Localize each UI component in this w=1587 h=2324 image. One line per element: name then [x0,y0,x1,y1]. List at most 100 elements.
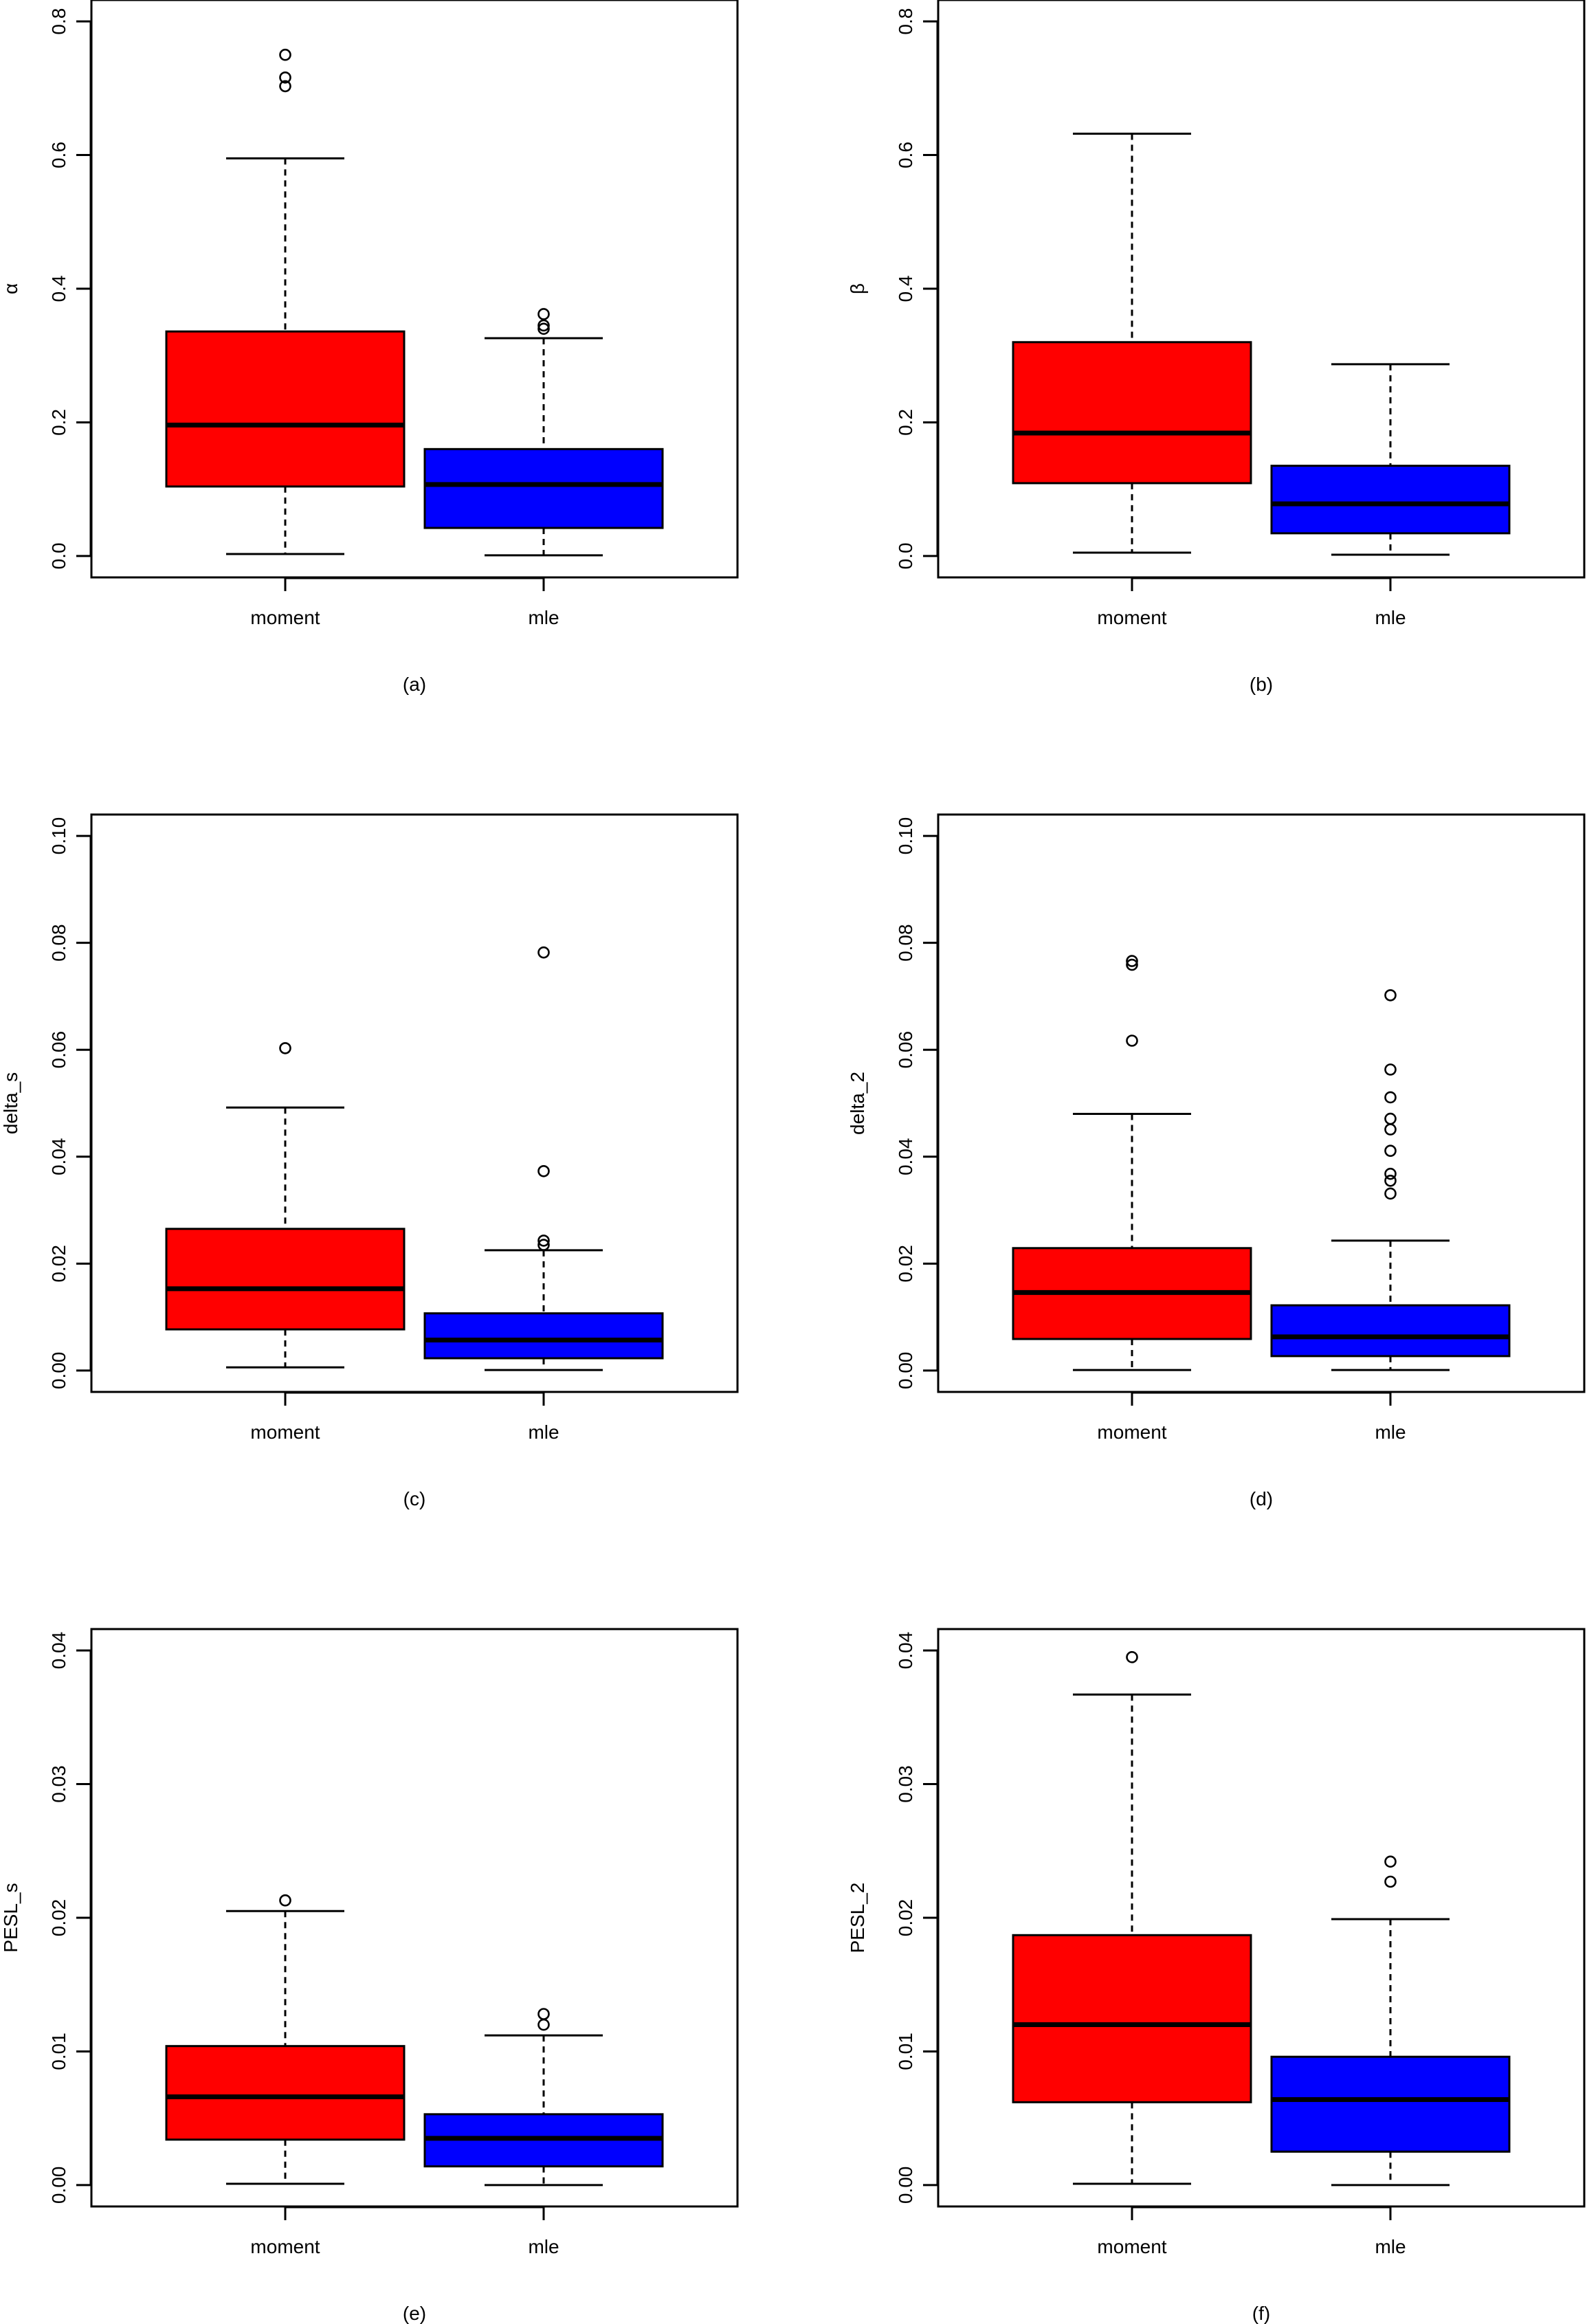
boxplot-panel-b: 0.0 0.2 0.4 0.6 0.8 β moment mle (b) [847,0,1586,695]
panel-caption: (f) [1252,2303,1270,2324]
x-tick-label: moment [1097,607,1166,628]
x-tick-label: moment [1097,2236,1166,2257]
y-tick-label: 0.02 [48,1245,69,1283]
mle-box-group: mle [423,308,664,628]
mle-box-group: mle [423,2008,664,2257]
outlier-point [537,319,550,332]
x-tick-label: mle [1375,2236,1406,2257]
y-tick-label: 0.08 [895,924,916,962]
outlier-point [537,322,550,335]
y-tick-label: 0.4 [48,276,69,302]
outlier-point [537,1239,550,1251]
y-axis-label: PESL_s [0,1883,21,1952]
outlier-point [537,1235,550,1247]
mle-iqr-box [1270,1304,1511,1358]
outlier-point [1384,1144,1397,1158]
y-tick-label: 0.01 [895,2033,916,2070]
outlier-point [279,48,291,61]
moment-box-group: moment [1012,1651,1252,2257]
panel-caption: (e) [403,2303,426,2324]
y-axis-label: delta_2 [847,1072,868,1135]
boxplot-panel-a: 0.0 0.2 0.4 0.6 0.8 α moment mle (a) [0,0,739,695]
moment-iqr-box [1012,341,1252,485]
x-tick-label: moment [250,1421,320,1443]
y-tick-label: 0.0 [48,542,69,569]
y-tick-label: 0.06 [48,1031,69,1069]
mle-box-group: mle [1270,1855,1511,2257]
y-tick-label: 0.02 [895,1245,916,1283]
x-tick-label: moment [1097,1421,1166,1443]
y-axis-label: β [847,283,868,294]
moment-iqr-box [165,2045,406,2141]
outlier-point [1384,1875,1397,1888]
y-tick-label: 0.6 [48,142,69,168]
x-tick-label: mle [528,1421,559,1443]
outlier-point [537,946,550,959]
x-tick-label: moment [250,2236,320,2257]
y-tick-label: 0.2 [895,409,916,436]
y-tick-label: 0.2 [48,409,69,436]
x-tick-label: mle [1375,1421,1406,1443]
panel-caption: (a) [403,674,426,695]
mle-box-group: mle [1270,363,1511,628]
y-tick-label: 0.03 [895,1765,916,1803]
moment-iqr-box [165,1228,406,1331]
mle-iqr-box [423,1312,664,1360]
x-tick-label: mle [1375,607,1406,628]
outlier-point [1384,1855,1397,1868]
moment-box-group: moment [1012,955,1252,1443]
y-tick-label: 0.02 [48,1899,69,1937]
y-tick-label: 0.03 [48,1765,69,1803]
outlier-point [1126,958,1138,971]
y-tick-label: 0.00 [48,1352,69,1390]
outlier-point [1384,1174,1397,1187]
outlier-point [1126,1651,1138,1663]
moment-box-group: moment [165,48,406,628]
mle-iqr-box [1270,2055,1511,2153]
y-tick-label: 0.04 [895,1138,916,1176]
mle-box-group: mle [423,946,664,1443]
moment-box-group: moment [165,1894,406,2257]
outlier-point [1384,1112,1397,1125]
y-tick-label: 0.04 [48,1138,69,1176]
moment-box-group: moment [165,1042,406,1443]
y-tick-label: 0.08 [48,924,69,962]
y-tick-label: 0.4 [895,276,916,302]
y-tick-label: 0.01 [48,2033,69,2070]
y-tick-label: 0.00 [895,1352,916,1390]
y-tick-label: 0.04 [48,1632,69,1670]
y-tick-label: 0.6 [895,142,916,168]
y-tick-label: 0.00 [48,2167,69,2204]
y-tick-label: 0.00 [895,2167,916,2204]
y-tick-label: 0.10 [48,817,69,855]
moment-iqr-box [1012,1934,1252,2103]
outlier-point [279,80,291,93]
y-tick-label: 0.8 [48,8,69,35]
panel-caption: (b) [1250,674,1273,695]
panel-caption: (c) [403,1488,426,1509]
y-tick-label: 0.06 [895,1031,916,1069]
mle-box-group: mle [1270,989,1511,1443]
outlier-point [1384,1091,1397,1104]
outlier-point [537,2018,550,2031]
panel-caption: (d) [1250,1488,1273,1509]
outlier-point [537,1164,550,1177]
outlier-point [1126,1034,1138,1047]
y-tick-label: 0.8 [895,8,916,35]
outlier-point [279,1042,291,1054]
y-tick-label: 0.10 [895,817,916,855]
outlier-point [1384,989,1397,1001]
y-tick-label: 0.02 [895,1899,916,1937]
y-axis-label: α [0,283,21,294]
outlier-point [1384,1167,1397,1180]
y-tick-label: 0.0 [895,542,916,569]
outlier-point [1384,1063,1397,1076]
outlier-point [1384,1187,1397,1200]
outlier-point [537,2008,550,2020]
y-axis-label: delta_s [0,1072,21,1134]
